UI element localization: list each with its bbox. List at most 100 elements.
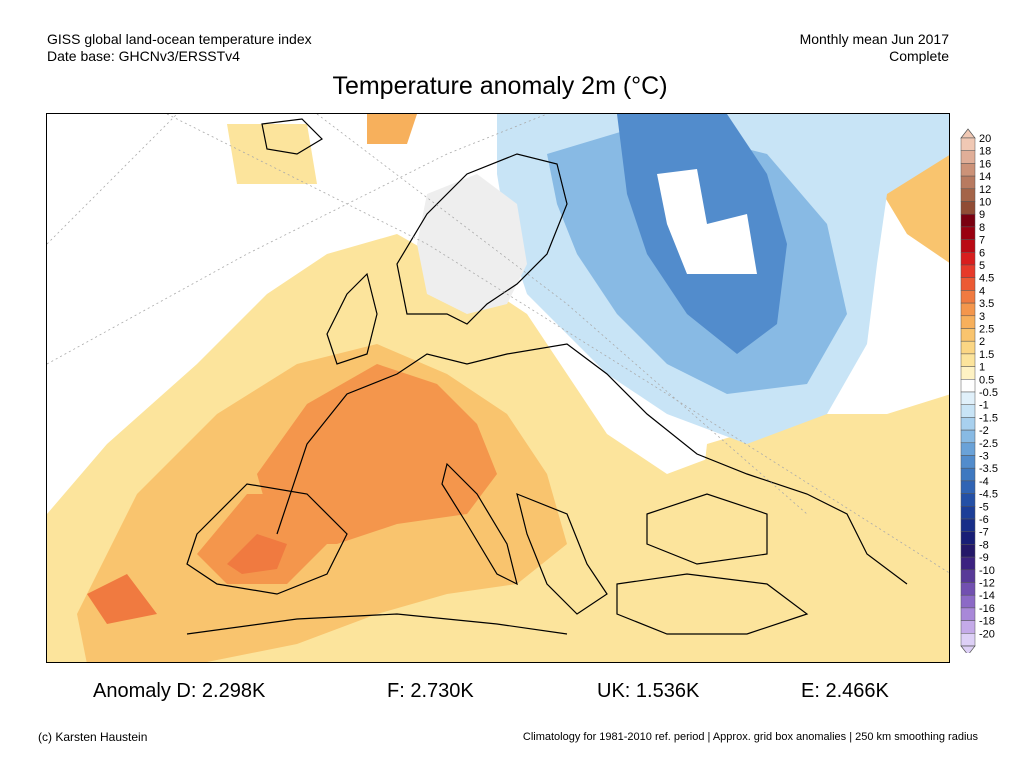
legend-swatch <box>960 201 976 215</box>
legend-swatch <box>960 467 976 482</box>
legend-label: -3.5 <box>979 463 998 475</box>
legend-swatch <box>960 556 976 571</box>
legend-label: 1.5 <box>979 349 994 361</box>
legend-label: 4 <box>979 285 985 297</box>
legend-label: 3.5 <box>979 298 994 310</box>
uk-anomaly: UK: 1.536K <box>597 680 700 702</box>
legend-scale: 201816141210987654.543.532.521.510.5-0.5… <box>960 128 998 656</box>
germany-anomaly: Anomaly D: 2.298K <box>93 680 266 702</box>
legend-swatch <box>960 506 976 520</box>
legend-label: -18 <box>979 616 995 628</box>
legend-swatch <box>960 226 976 240</box>
spain-anomaly: E: 2.466K <box>801 680 889 702</box>
legend-label: -8 <box>979 539 989 551</box>
legend-label: -4.5 <box>979 489 998 501</box>
legend-label: -16 <box>979 603 995 615</box>
legend-label: -1.5 <box>979 412 998 424</box>
legend-swatch <box>960 531 976 545</box>
far-southwest <box>87 574 157 624</box>
legend-swatch <box>960 569 976 583</box>
legend-swatch <box>960 493 976 507</box>
coastline-uk <box>326 272 378 365</box>
legend-label: -2.5 <box>979 438 998 450</box>
regional-anomalies: Anomaly D: 2.298K F: 2.730K UK: 1.536K E… <box>0 680 1024 706</box>
legend-label: 5 <box>979 260 985 272</box>
legend-swatch <box>960 137 976 151</box>
legend-swatch <box>960 379 976 393</box>
legend-swatch <box>960 302 976 317</box>
legend-label: -5 <box>979 501 989 513</box>
legend-swatch <box>960 340 976 355</box>
legend-swatch <box>960 480 976 494</box>
coastline-black-sea <box>646 493 768 565</box>
status-label: Complete <box>889 48 949 64</box>
graticule-line <box>47 114 548 365</box>
dataset-title: GISS global land-ocean temperature index <box>47 31 312 47</box>
legend-swatch <box>960 404 976 418</box>
legend-label: 3 <box>979 311 985 323</box>
legend-swatch <box>960 594 976 609</box>
legend-label: 8 <box>979 222 985 234</box>
legend-label: -1 <box>979 400 989 412</box>
legend-label: 6 <box>979 247 985 259</box>
coastline-italy <box>441 462 518 586</box>
color-legend: 20 18 16 14 12 10 9 8 7 6 5 4.5 4 3.5 3 2.5 2 1.5 1 0.5 -0.5… <box>955 128 1019 656</box>
iberia-peak <box>227 534 287 574</box>
legend-swatch <box>960 290 976 304</box>
legend-label: -14 <box>979 590 995 602</box>
map-title: Temperature anomaly 2m (°C) <box>332 72 668 100</box>
legend-swatch <box>960 239 976 253</box>
legend-label: 10 <box>979 197 991 209</box>
coastline-continent <box>276 343 908 585</box>
legend-label: 12 <box>979 184 991 196</box>
legend-label: 9 <box>979 209 985 221</box>
legend-arrow-bottom <box>960 645 976 656</box>
legend-swatch <box>960 544 976 558</box>
legend-label: -9 <box>979 552 989 564</box>
data-gap <box>657 169 757 274</box>
header-right: Monthly mean Jun 2017 Complete <box>800 31 949 65</box>
legend-swatch <box>960 252 976 266</box>
legend-label: -2 <box>979 425 989 437</box>
legend-arrow-top <box>960 128 976 139</box>
legend-swatch <box>960 150 976 164</box>
legend-swatch <box>960 366 976 380</box>
legend-label: 2.5 <box>979 324 994 336</box>
legend-swatch <box>960 328 976 342</box>
method-note: Climatology for 1981-2010 ref. period | … <box>522 731 978 743</box>
scandinavia-neutral <box>417 174 527 314</box>
legend-label: 16 <box>979 158 991 170</box>
legend-swatch <box>960 417 976 431</box>
coastline-iberia <box>186 483 348 595</box>
legend-swatch <box>960 315 976 329</box>
legend-swatch <box>960 188 976 202</box>
legend-swatch <box>960 277 976 291</box>
legend-label: -7 <box>979 527 989 539</box>
legend-label: 4.5 <box>979 273 994 285</box>
legend-label: -10 <box>979 565 995 577</box>
east-warm-area <box>697 394 949 614</box>
coastline-balkans <box>516 493 608 615</box>
atlantic-warm-patch <box>367 114 417 144</box>
legend-swatch <box>960 518 976 532</box>
legend-swatch <box>960 264 976 278</box>
legend-swatch <box>960 607 976 621</box>
legend-swatch <box>960 175 976 190</box>
legend-swatch <box>960 429 976 444</box>
graticule-line <box>316 114 808 515</box>
france-anomaly: F: 2.730K <box>387 680 474 702</box>
legend-swatch <box>960 213 976 228</box>
legend-label: 7 <box>979 235 985 247</box>
coastline-turkey <box>616 573 809 635</box>
legend-label: -6 <box>979 514 989 526</box>
legend-label: 18 <box>979 146 991 158</box>
legend-bar <box>960 128 976 656</box>
legend-swatch <box>960 620 976 634</box>
legend-label: -20 <box>979 628 995 640</box>
legend-label: 0.5 <box>979 374 994 386</box>
legend-swatch <box>960 582 976 596</box>
legend-swatch <box>960 633 976 647</box>
legend-label: -3 <box>979 451 989 463</box>
atlantic-patch <box>227 124 317 184</box>
legend-swatch <box>960 353 976 367</box>
